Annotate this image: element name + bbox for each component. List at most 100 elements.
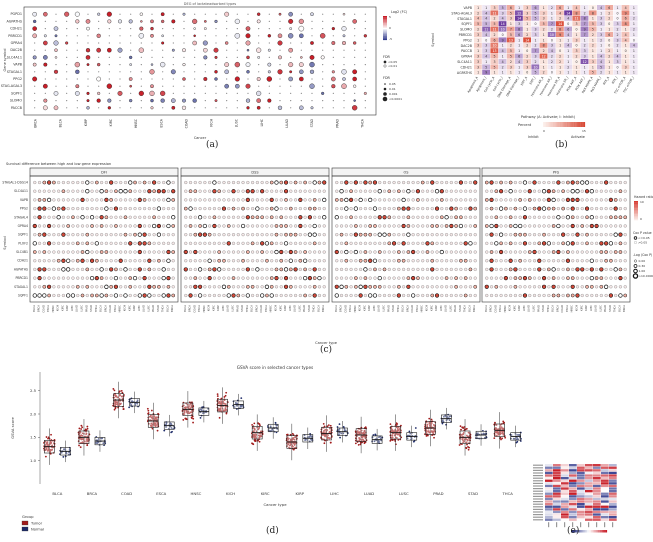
heat-cell xyxy=(545,485,553,487)
survival-dot xyxy=(474,233,477,236)
survival-dot xyxy=(167,242,170,245)
survival-dot xyxy=(459,181,463,185)
survival-dot xyxy=(203,259,206,262)
cancer-tick: KIRC xyxy=(60,305,64,311)
panel-e-chart xyxy=(531,460,653,538)
survival-dot xyxy=(218,294,221,297)
survival-dot xyxy=(294,242,297,245)
survival-dot xyxy=(412,181,415,184)
survival-dot xyxy=(393,198,396,201)
heat-value: 4 xyxy=(600,55,602,59)
survival-dot xyxy=(157,285,160,288)
cancer-tick: COAD xyxy=(192,305,196,313)
survival-dot xyxy=(523,294,527,298)
heat-value: 1 xyxy=(567,71,569,75)
heat-value: 1 xyxy=(485,60,487,64)
tumor-point xyxy=(259,423,261,425)
dot-small xyxy=(322,71,323,72)
dot-small xyxy=(183,35,184,36)
survival-dot xyxy=(227,259,230,262)
heat-cell xyxy=(569,495,577,497)
survival-dot xyxy=(474,294,477,297)
survival-dot xyxy=(323,251,326,254)
dot-small xyxy=(66,71,67,72)
row-label: SLOMO xyxy=(460,28,472,32)
survival-dot xyxy=(469,242,473,246)
survival-dot xyxy=(350,242,353,245)
dot xyxy=(129,77,132,80)
heat-value: 2 xyxy=(608,55,610,59)
survival-dot xyxy=(455,259,458,262)
cancer-label: KIRP xyxy=(84,119,88,126)
survival-dot xyxy=(38,207,42,211)
survival-dot xyxy=(393,207,396,210)
row-label-glyph xyxy=(533,514,543,515)
cancer-label: COAD xyxy=(184,118,188,128)
survival-dot xyxy=(595,294,598,297)
dot-small xyxy=(119,14,120,15)
survival-dot xyxy=(581,277,584,280)
heat-value: 1 xyxy=(575,65,577,69)
survival-dot xyxy=(595,216,598,219)
survival-dot xyxy=(162,181,165,184)
survival-dot xyxy=(624,277,627,280)
normal-point xyxy=(200,417,202,419)
gene-label: CDH21 xyxy=(17,259,28,263)
survival-dot xyxy=(114,224,117,227)
heat-value: 1 xyxy=(584,71,586,75)
heat-cell xyxy=(601,467,609,469)
survival-dot xyxy=(322,181,326,185)
dot xyxy=(204,27,206,29)
dot xyxy=(268,34,271,37)
cancer-tick: KICH xyxy=(207,305,211,311)
tumor-point xyxy=(78,445,80,447)
heat-cell xyxy=(553,469,561,471)
dot-small xyxy=(141,57,142,58)
heat-cell xyxy=(609,503,617,505)
survival-dot xyxy=(213,181,217,185)
survival-dot xyxy=(528,294,531,297)
survival-dot xyxy=(359,190,362,193)
survival-dot xyxy=(335,198,338,201)
survival-dot xyxy=(340,216,343,219)
tumor-point xyxy=(45,456,47,458)
heat-cell xyxy=(609,516,617,518)
dot-small xyxy=(87,78,88,79)
survival-dot xyxy=(388,294,391,297)
heat-value: 1 xyxy=(477,71,479,75)
survival-dot xyxy=(115,242,118,245)
row-label-glyph xyxy=(533,488,543,489)
survival-dot xyxy=(504,242,507,245)
tumor-point xyxy=(466,428,468,430)
survival-dot xyxy=(610,277,613,280)
survival-dot xyxy=(383,181,386,184)
dot xyxy=(33,56,37,60)
survival-dot xyxy=(543,216,546,219)
survival-dot xyxy=(48,233,51,236)
legend-size-swatch xyxy=(383,92,387,96)
survival-dot xyxy=(614,198,617,201)
tumor-point xyxy=(364,442,366,444)
survival-dot xyxy=(421,190,424,193)
survival-dot xyxy=(514,198,517,201)
heat-value: 0 xyxy=(526,49,528,53)
col-label: EMT_I xyxy=(529,76,537,86)
cancer-tick: KIRP xyxy=(283,305,287,311)
survival-dot xyxy=(485,207,488,210)
survival-dot xyxy=(417,225,420,228)
survival-dot xyxy=(119,268,122,271)
survival-dot xyxy=(557,198,560,201)
survival-dot xyxy=(393,285,396,288)
survival-dot xyxy=(485,251,488,254)
survival-dot xyxy=(590,233,593,236)
survival-dot xyxy=(369,181,372,184)
dot-small xyxy=(354,28,355,29)
heat-value: 1 xyxy=(559,65,561,69)
heat-cell xyxy=(593,464,601,466)
survival-dot xyxy=(528,233,531,236)
survival-dot xyxy=(604,285,608,289)
heat-value: 4 xyxy=(625,6,627,10)
survival-dot xyxy=(417,181,420,184)
tumor-point xyxy=(147,410,149,412)
dot xyxy=(225,84,229,88)
